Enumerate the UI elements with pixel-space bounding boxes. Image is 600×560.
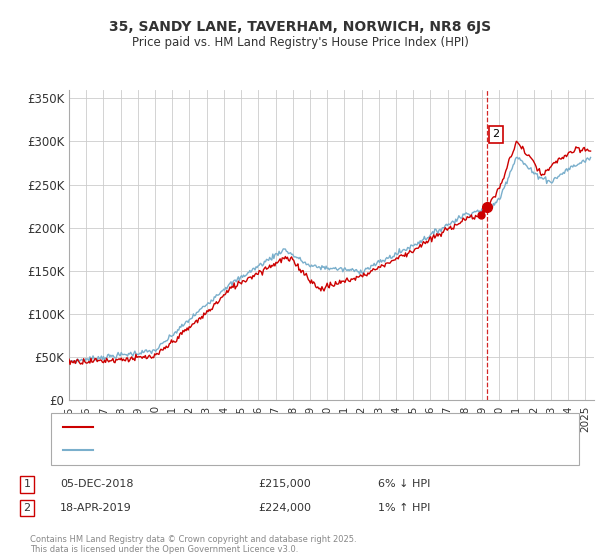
- Text: HPI: Average price, semi-detached house, Broadland: HPI: Average price, semi-detached house,…: [99, 445, 374, 455]
- Text: 18-APR-2019: 18-APR-2019: [60, 503, 132, 513]
- Text: £224,000: £224,000: [258, 503, 311, 513]
- Text: 6% ↓ HPI: 6% ↓ HPI: [378, 479, 430, 489]
- Text: Price paid vs. HM Land Registry's House Price Index (HPI): Price paid vs. HM Land Registry's House …: [131, 36, 469, 49]
- Text: 1: 1: [23, 479, 31, 489]
- Text: £215,000: £215,000: [258, 479, 311, 489]
- Text: 2: 2: [492, 129, 499, 139]
- Text: Contains HM Land Registry data © Crown copyright and database right 2025.
This d: Contains HM Land Registry data © Crown c…: [30, 535, 356, 554]
- Text: 1% ↑ HPI: 1% ↑ HPI: [378, 503, 430, 513]
- Text: 2: 2: [23, 503, 31, 513]
- Text: 35, SANDY LANE, TAVERHAM, NORWICH, NR8 6JS: 35, SANDY LANE, TAVERHAM, NORWICH, NR8 6…: [109, 20, 491, 34]
- Text: 35, SANDY LANE, TAVERHAM, NORWICH, NR8 6JS (semi-detached house): 35, SANDY LANE, TAVERHAM, NORWICH, NR8 6…: [99, 422, 477, 432]
- Text: 05-DEC-2018: 05-DEC-2018: [60, 479, 133, 489]
